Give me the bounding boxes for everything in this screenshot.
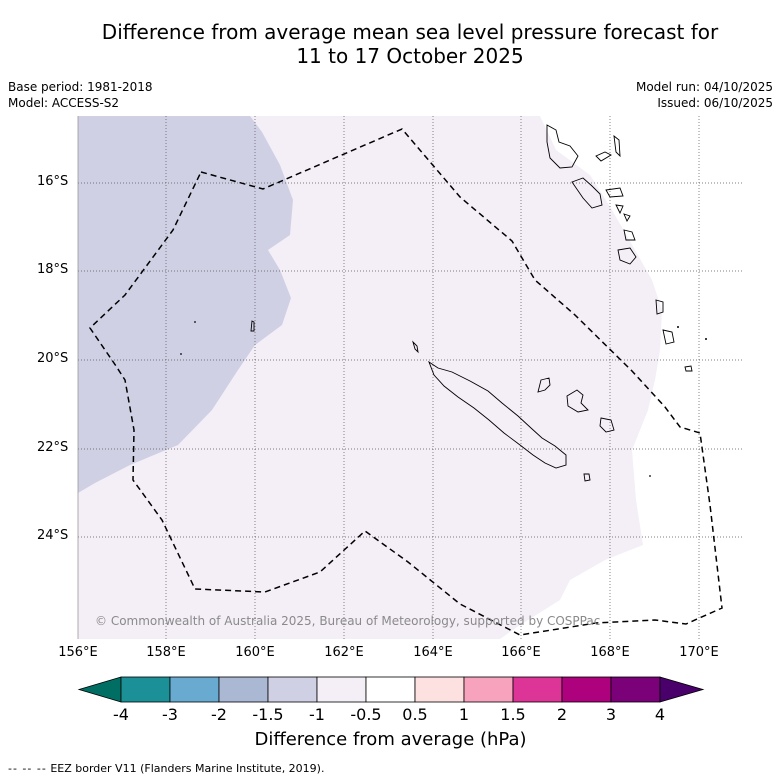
lon-label-170e: 170°E: [679, 645, 719, 660]
erromango-island: [617, 247, 637, 265]
colorbar-segment: [561, 676, 612, 703]
colorbar-tick-label: 2: [556, 705, 568, 724]
lon-label-160e: 160°E: [235, 645, 275, 660]
colorbar: [77, 676, 705, 703]
bellona-reef: [194, 321, 196, 323]
map-title-line1: Difference from average mean sea level p…: [101, 20, 719, 44]
mare-island: [599, 417, 615, 433]
matthew-island: [677, 326, 679, 328]
eez-legend-symbol: -- -- --: [8, 762, 47, 775]
lat-label-20s: 20°S: [37, 351, 69, 366]
issued-date: Issued: 06/10/2025: [657, 96, 773, 110]
colorbar-segment: [218, 676, 269, 703]
lat-label-16s: 16°S: [37, 174, 69, 189]
maewo-island: [613, 134, 621, 158]
colorbar-segment: [365, 676, 416, 703]
colorbar-label: Difference from average (hPa): [254, 729, 527, 750]
lat-label-24s: 24°S: [37, 528, 69, 543]
isle-of-pines: [583, 473, 591, 482]
colorbar-segment: [169, 676, 220, 703]
model-name: Model: ACCESS-S2: [8, 96, 120, 110]
belep-islands: [412, 340, 419, 354]
colorbar-tick-label: -1: [309, 705, 325, 724]
aneityum-island: [662, 329, 675, 345]
colorbar-tick-label: -4: [113, 705, 129, 724]
ambrym-island: [605, 187, 624, 198]
colorbar-tick-label: -0.5: [350, 705, 382, 724]
model-run: Model run: 04/10/2025: [635, 80, 773, 94]
graticule: [78, 116, 744, 639]
espiritu-santo-island: [546, 124, 579, 169]
colorbar-segment: [414, 676, 465, 703]
meta-right: Model run: 04/10/2025 Issued: 06/10/2025: [636, 79, 773, 111]
colorbar-segment: [463, 676, 514, 703]
colorbar-tick-label: 3: [605, 705, 617, 724]
eez-legend-text: EEZ border V11 (Flanders Marine Institut…: [50, 762, 325, 775]
colorbar-tick-label: 4: [654, 705, 666, 724]
lon-label-156e: 156°E: [58, 645, 98, 660]
ambae-island: [595, 151, 612, 162]
epi-island: [615, 204, 624, 215]
colorbar-segment: [512, 676, 563, 703]
colorbar-segment: [267, 676, 318, 703]
colorbar-segment: [610, 676, 661, 703]
lon-label-166e: 166°E: [501, 645, 541, 660]
colorbar-extend-low: [77, 676, 122, 703]
ouvea-island: [537, 377, 551, 393]
base-period: Base period: 1981-2018: [8, 80, 153, 94]
malekula-island: [571, 177, 603, 209]
colorbar-tick-label: 1.5: [500, 705, 526, 724]
colorbar-tick-label: 0.5: [402, 705, 428, 724]
southern-islet: [649, 475, 651, 477]
lon-label-164e: 164°E: [413, 645, 453, 660]
east-anomaly-region: [500, 116, 744, 639]
legend-footer: -- -- -- EEZ border V11 (Flanders Marine…: [8, 762, 324, 775]
colorbar-tick-label: -3: [162, 705, 178, 724]
tanna-island: [655, 299, 664, 315]
chesterfield-islet: [180, 353, 182, 355]
lon-label-168e: 168°E: [590, 645, 630, 660]
colorbar-extend-high: [659, 676, 705, 703]
colorbar-segment: [316, 676, 367, 703]
lon-label-158e: 158°E: [146, 645, 186, 660]
new-caledonia-island: [428, 360, 567, 469]
colorbar-tick-label: -1.5: [252, 705, 284, 724]
colorbar-segment: [120, 676, 171, 703]
copyright-notice: © Commonwealth of Australia 2025, Bureau…: [95, 614, 601, 628]
meta-left: Base period: 1981-2018 Model: ACCESS-S2: [8, 79, 153, 111]
chesterfield-reef: [250, 320, 255, 332]
lon-label-162e: 162°E: [324, 645, 364, 660]
map-title-line2: 11 to 17 October 2025: [296, 44, 524, 68]
colorbar-tick-label: -2: [211, 705, 227, 724]
lat-label-22s: 22°S: [37, 440, 69, 455]
west-anomaly-region: [78, 116, 293, 493]
eez-border: [89, 128, 723, 636]
lifou-island: [566, 389, 589, 413]
colorbar-tick-label: 1: [458, 705, 470, 724]
efate-island: [623, 229, 636, 241]
lat-label-18s: 18°S: [37, 262, 69, 277]
shepherd-islands: [623, 213, 631, 222]
walpole-island: [705, 338, 707, 340]
hunter-island: [684, 365, 693, 372]
